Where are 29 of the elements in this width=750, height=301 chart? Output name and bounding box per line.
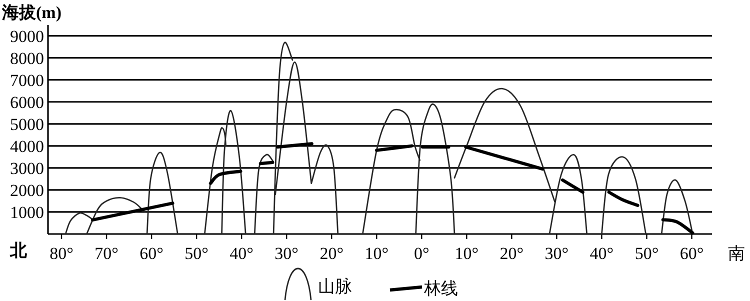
x-tick-label: 10° <box>454 244 479 263</box>
legend-label: 山脉 <box>318 277 352 296</box>
text: 南 <box>728 244 745 263</box>
y-tick-label: 5000 <box>10 114 44 134</box>
y-tick-label: 9000 <box>10 26 44 46</box>
y-tick-label: 8000 <box>10 48 44 68</box>
x-tick-label: 0° <box>414 244 430 263</box>
x-tick-label: 20° <box>320 244 344 263</box>
x-tick-label: 10° <box>364 244 389 263</box>
x-tick-label: 20° <box>500 244 524 263</box>
x-tick-label: 60° <box>140 244 164 263</box>
x-tick-label: 60° <box>680 244 704 263</box>
y-axis-title: 海拔(m) <box>1 3 62 22</box>
y-tick-label: 2000 <box>10 180 44 200</box>
y-tick-label: 4000 <box>10 136 44 156</box>
x-tick-label: 50° <box>184 244 208 263</box>
y-tick-label: 3000 <box>10 158 44 178</box>
y-tick-label: 6000 <box>10 92 44 112</box>
x-tick-label: 30° <box>544 244 569 263</box>
y-tick-label: 1000 <box>10 202 44 222</box>
x-tick-label: 80° <box>50 244 74 263</box>
x-tick-label: 30° <box>274 244 298 263</box>
x-tick-label: 40° <box>590 244 614 263</box>
x-tick-label: 70° <box>94 244 118 263</box>
text: 北 <box>9 241 28 260</box>
legend-label: 林线 <box>423 279 458 298</box>
x-tick-label: 40° <box>230 244 254 263</box>
y-tick-label: 7000 <box>10 70 44 90</box>
x-tick-label: 50° <box>634 244 659 263</box>
